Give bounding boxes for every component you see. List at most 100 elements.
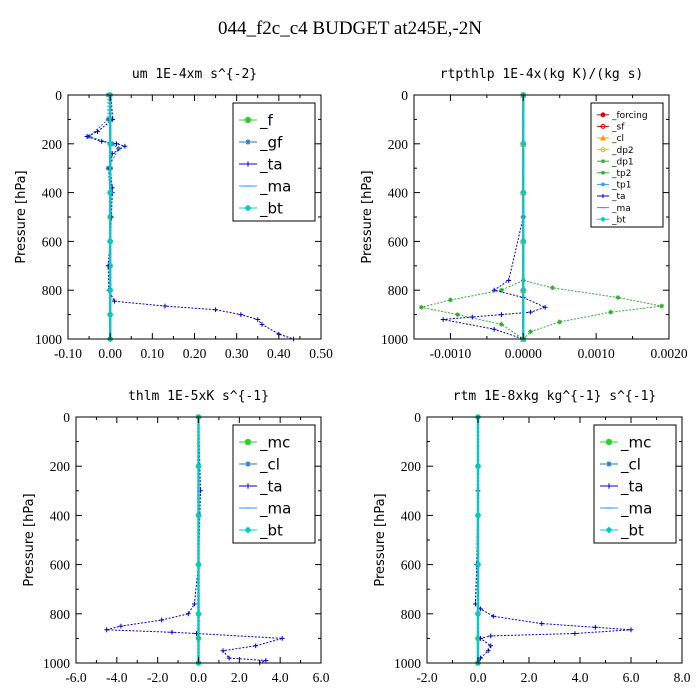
y-axis-label: Pressure [hPa]	[373, 493, 388, 586]
legend-swatch-marker	[601, 182, 605, 187]
y-tick-label: 0	[414, 410, 421, 425]
legend: _mc _cl _ta _ma _bt	[593, 424, 677, 544]
x-tick-label: 2.0	[231, 670, 248, 685]
data-point	[490, 613, 496, 619]
y-tick-label: 0	[55, 88, 62, 103]
data-point	[506, 278, 512, 283]
data-point	[111, 298, 117, 304]
y-tick-label: 600	[42, 234, 63, 249]
legend-swatch-marker	[600, 112, 606, 118]
data-point	[488, 643, 494, 649]
legend-label: _dp1	[611, 157, 634, 167]
panel-title: rtpthlp 1E-4x(kg K)/(kg s)	[440, 67, 644, 82]
legend-swatch-marker	[600, 123, 606, 129]
data-point	[116, 146, 121, 152]
legend-label: _bt	[259, 521, 283, 540]
data-point	[118, 623, 124, 629]
data-point	[107, 189, 114, 196]
data-point	[195, 561, 202, 568]
data-point	[520, 238, 527, 245]
series-gf	[86, 92, 121, 342]
data-point	[107, 311, 114, 318]
data-point	[213, 307, 218, 313]
data-point	[520, 189, 527, 196]
y-tick-label: 1000	[394, 656, 421, 671]
y-tick-label: 0	[63, 410, 70, 425]
data-point	[107, 287, 114, 294]
data-point	[474, 512, 482, 519]
legend-swatch-marker	[245, 161, 251, 167]
legend-label: _tp1	[611, 181, 631, 191]
legend-swatch-marker	[606, 461, 612, 467]
legend-swatch-marker	[601, 170, 605, 175]
panel-title: thlm 1E-5xK s^{-1}	[128, 389, 269, 404]
x-tick-label: -2.0	[416, 670, 438, 685]
legend-label: _ta	[259, 155, 283, 174]
x-tick-label: 0.0	[190, 670, 207, 685]
data-point	[122, 143, 128, 149]
legend-swatch-marker	[606, 483, 612, 489]
data-point	[99, 138, 105, 144]
x-tick-label: 0.40	[267, 346, 291, 361]
y-tick-label: 600	[50, 558, 71, 573]
panel-title: rtm 1E-8xkg kg^{-1} s^{-1}	[453, 389, 657, 404]
data-point	[488, 633, 494, 639]
legend-swatch-marker	[600, 216, 606, 222]
x-tick-label: -6.0	[65, 670, 87, 685]
series-line	[474, 417, 632, 664]
data-point	[159, 617, 165, 623]
series-ta	[440, 92, 548, 342]
data-point	[491, 287, 497, 293]
legend-label: _forcing	[611, 111, 648, 121]
data-point	[104, 627, 110, 633]
data-point	[418, 304, 424, 310]
series-bt	[474, 413, 482, 667]
x-tick-label: 0.10	[141, 346, 165, 361]
x-tick-label: 8.0	[674, 670, 691, 685]
legend-label: _cl	[611, 134, 624, 144]
x-tick-label: -0.0010	[430, 346, 472, 361]
legend-label: _tp2	[611, 169, 631, 179]
data-point	[162, 303, 168, 309]
data-point	[114, 141, 119, 147]
legend-label: _sf	[611, 123, 625, 133]
legend-swatch-marker	[244, 116, 252, 124]
data-point	[253, 643, 259, 649]
data-point	[499, 287, 504, 293]
y-axis-label: Pressure [hPa]	[22, 493, 37, 586]
data-point	[520, 287, 527, 294]
data-point	[185, 611, 191, 617]
series-bt	[107, 91, 114, 343]
legend-label: _gf	[259, 133, 283, 152]
data-point	[491, 326, 497, 332]
data-point	[226, 655, 232, 661]
series-bt	[195, 413, 202, 667]
legend-swatch-marker	[601, 159, 605, 164]
x-tick-label: 0.30	[225, 346, 249, 361]
legend-label: _ta	[259, 477, 283, 496]
y-tick-label: 800	[401, 607, 422, 622]
data-point	[279, 636, 285, 641]
data-point	[195, 512, 202, 519]
data-point	[195, 463, 202, 470]
data-point	[572, 631, 578, 636]
legend-swatch-marker	[601, 194, 605, 198]
data-point	[520, 140, 527, 147]
y-axis-label: Pressure [hPa]	[360, 170, 375, 263]
x-tick-label: 2.0	[521, 670, 538, 685]
data-point	[220, 648, 226, 654]
legend: _mc _cl _ta _ma _bt	[232, 424, 316, 544]
x-tick-label: 0.50	[309, 346, 333, 361]
data-point	[107, 140, 114, 147]
legend-label: _ma	[259, 177, 291, 196]
y-tick-label: 200	[401, 459, 422, 474]
legend-swatch-marker	[245, 461, 251, 467]
legend-swatch-marker	[605, 526, 613, 534]
data-point	[539, 621, 545, 627]
data-point	[485, 648, 491, 654]
legend-label: _bt	[620, 521, 644, 540]
legend-label: _mc	[620, 433, 651, 452]
chart-panel: rtpthlp 1E-4x(kg K)/(kg s) Pressure [hPa]…	[360, 67, 688, 361]
legend-label: _cl	[259, 455, 280, 474]
x-tick-label: 0.00	[98, 346, 122, 361]
